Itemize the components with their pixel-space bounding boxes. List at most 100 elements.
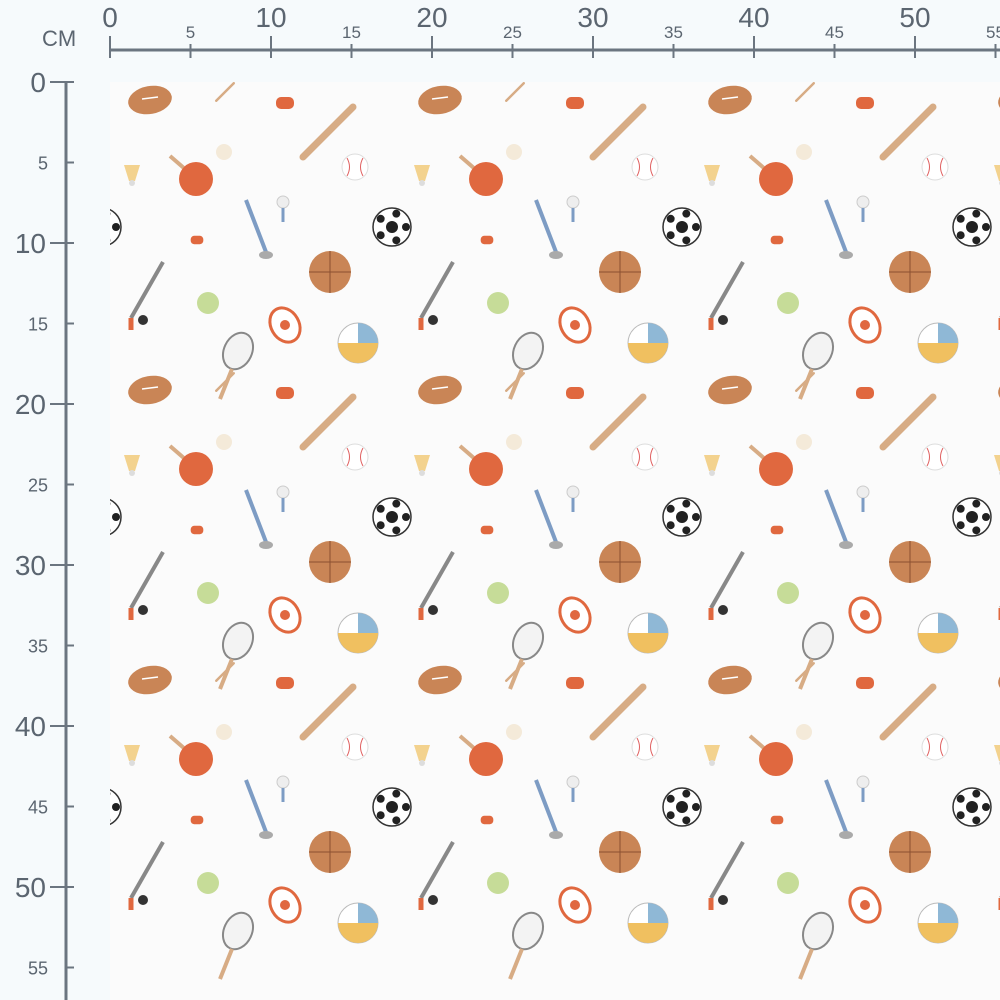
baseball-bat-motif (589, 683, 647, 741)
soccer-ball-motif (372, 787, 412, 827)
whistle-motif (190, 525, 204, 535)
hockey-stick-motif (708, 551, 745, 620)
american-football-motif (998, 375, 1000, 405)
tennis-ball-motif (777, 292, 799, 314)
volleyball-motif (337, 322, 379, 364)
rugby-ball-motif (848, 306, 882, 344)
basketball-motif (309, 251, 351, 293)
top-tick-label: 50 (899, 2, 930, 33)
whistle-motif (770, 235, 784, 245)
volleyball-motif (627, 322, 669, 364)
golf-club-motif (824, 489, 853, 549)
basketball-motif (599, 251, 641, 293)
tennis-racket-motif (508, 911, 545, 980)
top-tick-label: 35 (664, 23, 683, 42)
tennis-ball-motif (197, 872, 219, 894)
baseball-bat-motif (589, 393, 647, 451)
whistle-motif (276, 97, 294, 109)
volleyball-motif (917, 902, 959, 944)
hockey-stick-motif (708, 261, 745, 330)
golf-tee-motif (856, 195, 870, 222)
basketball-motif (309, 831, 351, 873)
left-tick-label: 25 (28, 476, 48, 496)
left-tick-label: 55 (28, 959, 48, 979)
baseball-bat-motif (505, 372, 525, 392)
soccer-ball-motif (110, 208, 122, 246)
tennis-racket-motif (798, 621, 835, 690)
shuttlecock-motif (994, 165, 1000, 186)
shuttlecock-motif (704, 745, 720, 766)
left-tick-label: 20 (15, 389, 46, 420)
rugby-ball-motif (558, 596, 592, 634)
ping-pong-paddle-motif (458, 154, 503, 196)
left-tick-label: 35 (28, 637, 48, 657)
volleyball-motif (917, 322, 959, 364)
volleyball-motif (627, 612, 669, 654)
whistle-motif (770, 815, 784, 825)
rugby-ball-motif (558, 886, 592, 924)
american-football-motif (998, 85, 1000, 115)
left-tick-label: 10 (15, 228, 46, 259)
tennis-ball-motif (487, 872, 509, 894)
golf-club-motif (824, 199, 853, 259)
baseball-motif (341, 733, 369, 761)
tennis-ball-motif (487, 582, 509, 604)
hockey-stick-motif (418, 261, 455, 330)
tennis-ball-motif (777, 872, 799, 894)
tennis-ball-motif (777, 582, 799, 604)
whistle-motif (856, 97, 874, 109)
baseball-bat-motif (879, 683, 937, 741)
left-tick-label: 45 (28, 798, 48, 818)
soccer-ball-motif (372, 497, 412, 537)
whistle-motif (276, 677, 294, 689)
ping-pong-paddle-motif (748, 734, 793, 776)
soccer-ball-motif (110, 788, 122, 826)
baseball-bat-motif (589, 103, 647, 161)
golf-tee-motif (856, 485, 870, 512)
golf-club-motif (244, 489, 273, 549)
baseball-bat-motif (795, 82, 815, 102)
shuttlecock-motif (414, 745, 430, 766)
ping-pong-paddle-motif (458, 734, 503, 776)
basketball-motif (889, 541, 931, 583)
top-tick-label: 5 (186, 23, 195, 42)
tennis-racket-motif (798, 331, 835, 400)
whistle-motif (480, 815, 494, 825)
soccer-ball-motif (110, 498, 122, 536)
soccer-ball-motif (952, 207, 992, 247)
soccer-ball-motif (662, 787, 702, 827)
baseball-motif (921, 733, 949, 761)
volleyball-motif (917, 612, 959, 654)
whistle-motif (566, 387, 584, 399)
ping-pong-ball-motif (796, 724, 812, 740)
tennis-racket-motif (218, 621, 255, 690)
american-football-motif (418, 665, 462, 695)
shuttlecock-motif (414, 455, 430, 476)
golf-club-motif (244, 199, 273, 259)
soccer-ball-motif (662, 207, 702, 247)
golf-tee-motif (276, 485, 290, 512)
rugby-ball-motif (268, 596, 302, 634)
baseball-bat-motif (505, 82, 525, 102)
hockey-stick-motif (708, 841, 745, 910)
soccer-ball-motif (952, 787, 992, 827)
hockey-stick-motif (128, 841, 165, 910)
shuttlecock-motif (704, 455, 720, 476)
golf-club-motif (534, 199, 563, 259)
ping-pong-paddle-motif (748, 154, 793, 196)
tennis-racket-motif (508, 331, 545, 400)
american-football-motif (128, 665, 172, 695)
left-tick-label: 40 (15, 711, 46, 742)
baseball-bat-motif (299, 103, 357, 161)
tennis-ball-motif (197, 292, 219, 314)
baseball-bat-motif (215, 82, 235, 102)
soccer-ball-motif (662, 497, 702, 537)
american-football-motif (418, 85, 462, 115)
volleyball-motif (337, 902, 379, 944)
ping-pong-paddle-motif (168, 154, 213, 196)
rugby-ball-motif (848, 596, 882, 634)
top-tick-label: 40 (738, 2, 769, 33)
baseball-motif (631, 443, 659, 471)
baseball-bat-motif (879, 393, 937, 451)
golf-tee-motif (276, 195, 290, 222)
